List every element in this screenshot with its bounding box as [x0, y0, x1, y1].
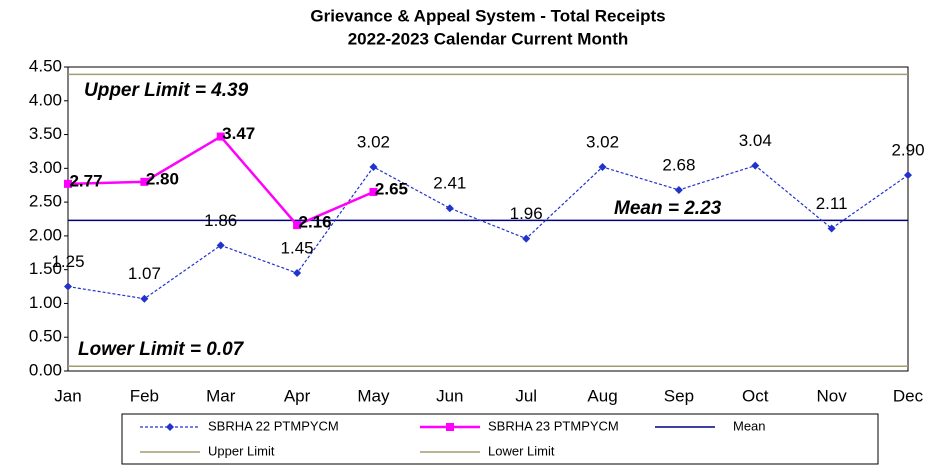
legend-box [121, 413, 879, 465]
legend-marker [166, 423, 174, 431]
legend-label: SBRHA 22 PTMPYCM [208, 418, 339, 433]
data-label: 1.86 [204, 211, 237, 230]
data-label: 2.90 [891, 141, 924, 160]
data-label: 3.04 [739, 131, 772, 150]
data-label: 3.02 [357, 132, 390, 151]
marker [522, 234, 531, 243]
marker [216, 241, 225, 250]
x-tick-label: Apr [284, 386, 311, 405]
annotation: Lower Limit = 0.07 [78, 339, 245, 360]
data-label: 1.96 [510, 204, 543, 223]
marker [140, 294, 149, 303]
y-tick-label: 2.00 [29, 225, 62, 244]
marker [674, 185, 683, 194]
x-tick-label: Nov [817, 386, 848, 405]
data-label: 1.25 [51, 252, 84, 271]
chart-subtitle: 2022-2023 Calendar Current Month [348, 29, 629, 48]
data-label: 3.02 [586, 132, 619, 151]
x-tick-label: Dec [893, 386, 924, 405]
y-tick-label: 2.50 [29, 192, 62, 211]
data-label: 2.11 [816, 194, 848, 213]
y-tick-label: 3.50 [29, 124, 62, 143]
marker [751, 161, 760, 170]
marker [293, 269, 302, 278]
data-label: 1.07 [128, 264, 161, 283]
x-tick-label: Mar [206, 386, 236, 405]
annotation: Upper Limit = 4.39 [84, 80, 249, 101]
marker [140, 177, 149, 186]
x-tick-label: Jun [436, 386, 463, 405]
y-tick-label: 0.50 [29, 327, 62, 346]
marker [369, 187, 378, 196]
x-tick-label: Aug [587, 386, 617, 405]
annotation: Mean = 2.23 [614, 198, 722, 219]
marker [293, 221, 302, 230]
y-tick-label: 1.50 [29, 259, 62, 278]
marker [64, 282, 72, 291]
data-label: 2.16 [299, 213, 332, 232]
data-label: 2.41 [433, 174, 466, 193]
legend-label: Mean [733, 418, 766, 433]
y-tick-label: 3.00 [29, 158, 62, 177]
marker [64, 179, 72, 188]
legend-label: Upper Limit [208, 443, 275, 458]
x-tick-label: Sep [664, 386, 694, 405]
marker [904, 171, 912, 180]
marker [369, 162, 378, 171]
y-tick-label: 4.00 [29, 90, 62, 109]
data-label: 2.77 [69, 171, 102, 190]
series-line [67, 164, 909, 300]
x-tick-label: Feb [130, 386, 159, 405]
legend-marker [446, 423, 454, 431]
marker [598, 162, 607, 171]
marker [445, 204, 454, 213]
legend-label: SBRHA 23 PTMPYCM [488, 418, 619, 433]
marker [216, 132, 225, 141]
legend-label: Lower Limit [488, 443, 555, 458]
marker [827, 224, 836, 233]
data-label: 2.68 [662, 155, 695, 174]
y-tick-label: 1.00 [29, 293, 62, 312]
y-tick-label: 4.50 [29, 56, 62, 75]
data-label: 2.80 [146, 169, 179, 188]
data-label: 2.65 [375, 179, 408, 198]
x-tick-label: Oct [742, 386, 769, 405]
data-label: 3.47 [222, 124, 255, 143]
chart-title: Grievance & Appeal System - Total Receip… [310, 6, 665, 25]
x-tick-label: Jul [515, 386, 537, 405]
x-tick-label: May [357, 386, 390, 405]
plot-frame [67, 66, 909, 372]
x-tick-label: Jan [54, 386, 81, 405]
y-tick-label: 0.00 [29, 360, 62, 379]
data-label: 1.45 [281, 239, 314, 258]
